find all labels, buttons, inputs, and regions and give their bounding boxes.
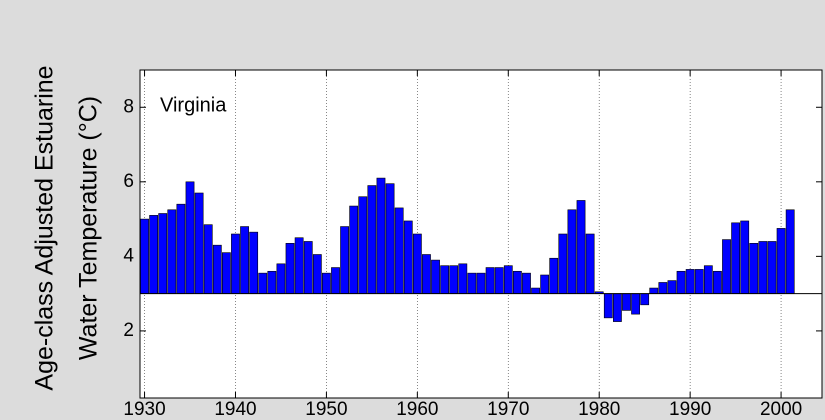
y-tick-label: 6 bbox=[123, 171, 134, 192]
bar bbox=[394, 207, 404, 294]
bar bbox=[458, 263, 468, 294]
bar bbox=[631, 293, 640, 315]
x-tick-label: 1970 bbox=[487, 399, 529, 420]
bar bbox=[312, 254, 322, 294]
x-tick-label: 1930 bbox=[123, 399, 165, 420]
bar bbox=[649, 287, 659, 294]
bar bbox=[221, 252, 231, 294]
bar bbox=[422, 254, 431, 294]
bar bbox=[140, 218, 149, 294]
bar bbox=[622, 293, 631, 311]
bar bbox=[194, 192, 204, 294]
bar bbox=[449, 265, 459, 294]
bar bbox=[240, 226, 249, 294]
bar bbox=[658, 282, 668, 294]
bar bbox=[567, 209, 577, 294]
bar bbox=[703, 265, 713, 294]
bar bbox=[694, 269, 704, 294]
bar bbox=[276, 263, 286, 294]
annotation: Virginia bbox=[160, 94, 227, 116]
x-tick-label: 1950 bbox=[305, 399, 347, 420]
x-tick-label: 1940 bbox=[214, 399, 256, 420]
bar bbox=[212, 244, 222, 294]
x-tick-label: 1960 bbox=[396, 399, 438, 420]
bar bbox=[776, 228, 786, 294]
bar bbox=[722, 239, 731, 294]
y-tick-label: 8 bbox=[123, 96, 134, 117]
bar bbox=[731, 222, 741, 294]
bar bbox=[367, 185, 377, 294]
bar bbox=[576, 200, 586, 294]
bar bbox=[403, 220, 413, 294]
bar bbox=[349, 205, 359, 294]
bar bbox=[149, 215, 159, 294]
bar bbox=[358, 196, 368, 294]
bar bbox=[231, 233, 240, 294]
x-tick-label: 1990 bbox=[669, 399, 711, 420]
bar bbox=[503, 265, 513, 294]
bar bbox=[158, 213, 168, 294]
y-tick-label: 2 bbox=[123, 320, 134, 341]
bar bbox=[540, 274, 550, 294]
bar bbox=[294, 237, 304, 294]
plot-frame bbox=[139, 69, 823, 399]
bar bbox=[285, 243, 295, 294]
bar bbox=[167, 209, 177, 294]
bar bbox=[758, 241, 768, 294]
bar bbox=[767, 241, 777, 294]
bar bbox=[585, 233, 595, 294]
bar bbox=[494, 267, 504, 294]
bar bbox=[467, 272, 477, 294]
bar bbox=[512, 270, 522, 294]
bar bbox=[640, 293, 650, 306]
bar bbox=[376, 177, 386, 294]
bar bbox=[713, 270, 722, 294]
bar bbox=[412, 233, 422, 294]
bar bbox=[440, 265, 450, 294]
bar bbox=[667, 280, 677, 294]
bar bbox=[185, 181, 195, 294]
bar bbox=[558, 233, 568, 294]
bar bbox=[785, 209, 795, 294]
bar bbox=[203, 224, 213, 294]
bar bbox=[740, 220, 750, 294]
bar bbox=[676, 270, 686, 294]
bar bbox=[749, 243, 759, 294]
bar bbox=[522, 272, 531, 294]
bar bbox=[476, 272, 486, 294]
bar bbox=[385, 183, 395, 294]
y-axis-label: Age-class Adjusted Estuarine bbox=[31, 65, 59, 390]
bar bbox=[303, 241, 313, 294]
bar bbox=[340, 226, 349, 294]
bar bbox=[485, 267, 495, 294]
bar bbox=[685, 269, 695, 294]
bar bbox=[249, 231, 259, 294]
bar bbox=[613, 293, 622, 322]
bar bbox=[267, 270, 277, 294]
bar bbox=[549, 257, 559, 294]
bar bbox=[531, 287, 540, 294]
bar bbox=[331, 267, 340, 294]
x-tick-label: 2000 bbox=[760, 399, 802, 420]
y-axis-label: Water Temperature (°C) bbox=[75, 96, 103, 360]
bar bbox=[322, 272, 331, 294]
y-tick-label: 4 bbox=[123, 245, 134, 266]
bar bbox=[431, 259, 440, 294]
bar bbox=[176, 203, 186, 294]
bar bbox=[258, 272, 268, 294]
x-tick-label: 1980 bbox=[578, 399, 620, 420]
bar bbox=[603, 293, 613, 319]
